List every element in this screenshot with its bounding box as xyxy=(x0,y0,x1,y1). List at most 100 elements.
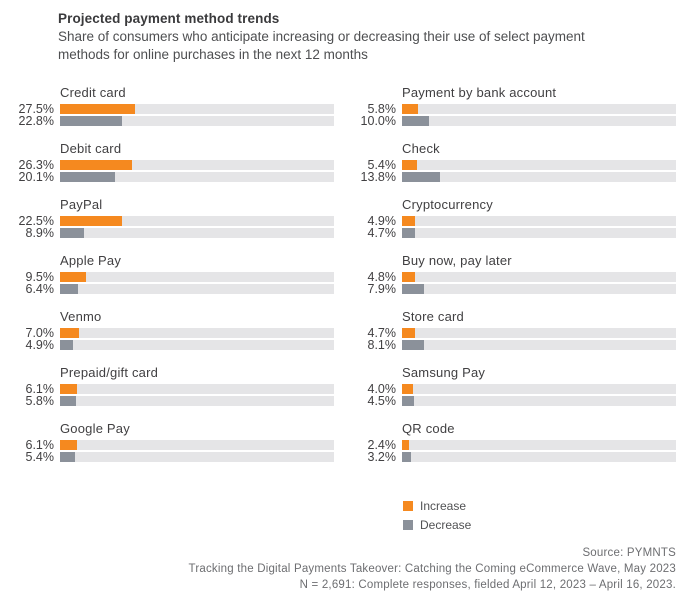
increase-bar-track xyxy=(402,272,676,282)
decrease-swatch-icon xyxy=(403,520,413,530)
decrease-bar-row: 8.9% xyxy=(2,227,334,239)
decrease-value-label: 13.8% xyxy=(360,170,396,184)
decrease-bar xyxy=(60,172,116,182)
decrease-bar-track xyxy=(60,284,334,294)
increase-value-label: 5.8% xyxy=(367,102,397,116)
decrease-bar-row: 22.8% xyxy=(2,114,334,128)
bar-chart: Credit card 27.5% 22.8% Debit card 26.3% 20.1… xyxy=(2,85,676,477)
increase-bar-track xyxy=(402,216,676,226)
decrease-value-label: 7.9% xyxy=(367,282,397,296)
increase-bar-track xyxy=(402,384,676,394)
increase-bar xyxy=(402,216,416,226)
decrease-bar-track xyxy=(402,172,676,182)
chart-title: Projected payment method trends xyxy=(58,11,280,26)
increase-bar-track xyxy=(60,328,334,338)
payment-method-group: Apple Pay 9.5% 6.4% xyxy=(2,253,334,295)
payment-method-label: Apple Pay xyxy=(60,253,122,268)
legend-item-increase: Increase xyxy=(403,499,676,513)
increase-value-label: 26.3% xyxy=(18,158,54,172)
payment-method-group: Samsung Pay 4.0% 4.5% xyxy=(344,365,676,408)
increase-bar xyxy=(60,384,77,394)
decrease-value-label: 4.9% xyxy=(25,338,55,352)
increase-value-label: 4.0% xyxy=(367,382,397,396)
increase-bar xyxy=(60,104,136,114)
decrease-value-label: 4.5% xyxy=(367,394,397,408)
payment-method-label: Store card xyxy=(402,309,464,324)
increase-bar xyxy=(402,272,416,282)
decrease-bar-row: 4.5% xyxy=(344,394,676,408)
increase-bar xyxy=(402,384,413,394)
increase-bar-row: 4.8% xyxy=(344,270,676,284)
payment-method-group: Cryptocurrency 4.9% 4.7% xyxy=(344,197,676,240)
decrease-value-label: 5.8% xyxy=(25,394,55,408)
increase-bar xyxy=(60,272,87,282)
increase-bar-row: 22.5% xyxy=(2,214,334,228)
decrease-bar-row: 5.8% xyxy=(2,394,334,408)
footer-sample-line: N = 2,691: Complete responses, fielded A… xyxy=(299,579,676,591)
decrease-bar-row: 5.4% xyxy=(2,450,334,464)
payment-method-group: Google Pay 6.1% 5.4% xyxy=(2,421,334,464)
increase-bar-track xyxy=(402,328,676,338)
decrease-bar-row: 4.7% xyxy=(344,226,676,240)
decrease-bar xyxy=(60,116,123,126)
payment-method-label: Samsung Pay xyxy=(402,365,486,380)
increase-value-label: 6.1% xyxy=(25,438,55,452)
decrease-bar-row: 4.9% xyxy=(2,338,334,352)
increase-bar-track xyxy=(60,104,334,114)
increase-swatch-icon xyxy=(403,501,413,511)
decrease-value-label: 10.0% xyxy=(360,114,396,128)
increase-bar xyxy=(402,160,417,170)
decrease-value-label: 22.8% xyxy=(18,114,54,128)
increase-bar xyxy=(60,216,122,226)
decrease-value-label: 5.4% xyxy=(25,450,55,464)
payment-method-group: Debit card 26.3% 20.1% xyxy=(2,141,334,183)
decrease-bar-track xyxy=(402,396,676,406)
increase-value-label: 22.5% xyxy=(18,214,54,228)
payment-method-label: Debit card xyxy=(60,141,122,156)
legend-increase-label: Increase xyxy=(420,499,467,513)
increase-bar-track xyxy=(402,160,676,170)
payment-method-group: PayPal 22.5% 8.9% xyxy=(2,197,334,239)
decrease-bar xyxy=(60,340,74,350)
payment-method-label: Cryptocurrency xyxy=(402,197,493,212)
decrease-bar xyxy=(60,284,78,294)
decrease-bar xyxy=(60,452,75,462)
decrease-bar-row: 7.9% xyxy=(344,282,676,296)
payment-method-label: Buy now, pay later xyxy=(402,253,512,268)
decrease-value-label: 3.2% xyxy=(367,450,397,464)
increase-value-label: 7.0% xyxy=(25,326,55,340)
decrease-bar xyxy=(60,228,85,238)
footer-source-line: Source: PYMNTS xyxy=(582,547,676,559)
payment-method-label: Venmo xyxy=(60,309,102,324)
payment-method-group: Prepaid/gift card 6.1% 5.8% xyxy=(2,365,334,408)
increase-bar xyxy=(402,328,415,338)
chart-subtitle: Share of consumers who anticipate increa… xyxy=(58,29,585,62)
decrease-value-label: 8.1% xyxy=(367,338,397,352)
decrease-bar-track xyxy=(60,228,334,238)
decrease-bar-row: 20.1% xyxy=(2,171,334,183)
payment-method-label: PayPal xyxy=(60,197,103,212)
legend: Increase Decrease xyxy=(403,499,676,532)
payment-method-group: Payment by bank account 5.8% 10.0% xyxy=(344,85,676,128)
decrease-bar-row: 6.4% xyxy=(2,283,334,295)
decrease-bar-row: 3.2% xyxy=(344,450,676,464)
decrease-bar-track xyxy=(402,452,676,462)
increase-bar-row: 9.5% xyxy=(2,270,334,284)
increase-bar xyxy=(60,160,133,170)
payment-method-group: Credit card 27.5% 22.8% xyxy=(2,85,334,128)
increase-value-label: 9.5% xyxy=(25,270,55,284)
decrease-bar-track xyxy=(402,284,676,294)
increase-bar-track xyxy=(60,272,334,282)
increase-value-label: 4.8% xyxy=(367,270,397,284)
increase-bar-row: 2.4% xyxy=(344,439,676,451)
payment-method-group: Buy now, pay later 4.8% 7.9% xyxy=(344,253,676,296)
increase-value-label: 6.1% xyxy=(25,382,55,396)
decrease-bar-track xyxy=(402,340,676,350)
increase-bar-row: 5.4% xyxy=(344,159,676,171)
decrease-bar xyxy=(60,396,76,406)
increase-bar xyxy=(402,104,418,114)
payment-method-label: Payment by bank account xyxy=(402,85,557,100)
legend-item-decrease: Decrease xyxy=(403,518,676,532)
decrease-value-label: 4.7% xyxy=(367,226,397,240)
